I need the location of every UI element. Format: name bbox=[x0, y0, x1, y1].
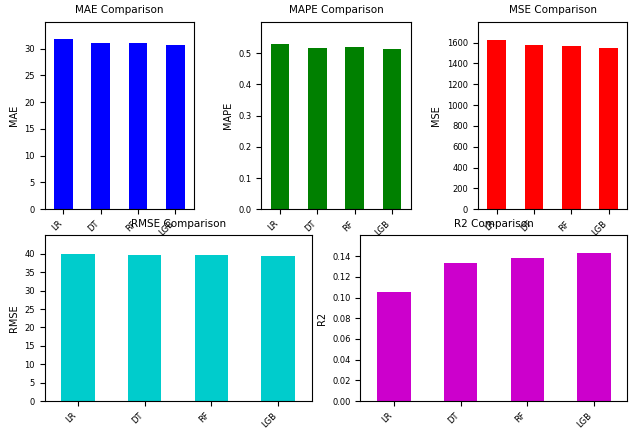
Bar bbox=[487, 40, 506, 209]
Bar bbox=[511, 258, 544, 401]
Bar bbox=[577, 253, 611, 401]
Bar bbox=[166, 45, 185, 209]
Y-axis label: MAE: MAE bbox=[9, 105, 19, 126]
Y-axis label: R2: R2 bbox=[317, 312, 326, 325]
Y-axis label: MAPE: MAPE bbox=[223, 102, 233, 129]
Bar bbox=[262, 256, 295, 401]
Bar bbox=[271, 44, 289, 209]
Bar bbox=[61, 254, 95, 401]
Bar bbox=[92, 43, 110, 209]
Bar bbox=[525, 45, 543, 209]
Bar bbox=[129, 43, 147, 209]
Bar bbox=[54, 40, 73, 209]
Bar bbox=[195, 255, 228, 401]
Bar bbox=[346, 48, 364, 209]
Title: R2 Comparison: R2 Comparison bbox=[454, 219, 534, 229]
Bar bbox=[377, 293, 410, 401]
Bar bbox=[383, 49, 401, 209]
Title: MSE Comparison: MSE Comparison bbox=[509, 6, 596, 15]
Bar bbox=[444, 263, 477, 401]
Y-axis label: RMSE: RMSE bbox=[9, 304, 19, 332]
Title: MAE Comparison: MAE Comparison bbox=[76, 6, 164, 15]
Bar bbox=[562, 46, 580, 209]
Title: RMSE Comparison: RMSE Comparison bbox=[131, 219, 226, 229]
Y-axis label: MSE: MSE bbox=[431, 105, 442, 126]
Title: MAPE Comparison: MAPE Comparison bbox=[289, 6, 383, 15]
Bar bbox=[128, 255, 161, 401]
Bar bbox=[308, 48, 326, 209]
Bar bbox=[599, 48, 618, 209]
